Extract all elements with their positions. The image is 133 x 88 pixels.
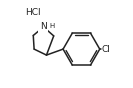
Text: H: H xyxy=(49,23,54,29)
Text: N: N xyxy=(40,22,47,31)
Text: HCl: HCl xyxy=(26,8,41,17)
Text: Cl: Cl xyxy=(101,45,110,54)
